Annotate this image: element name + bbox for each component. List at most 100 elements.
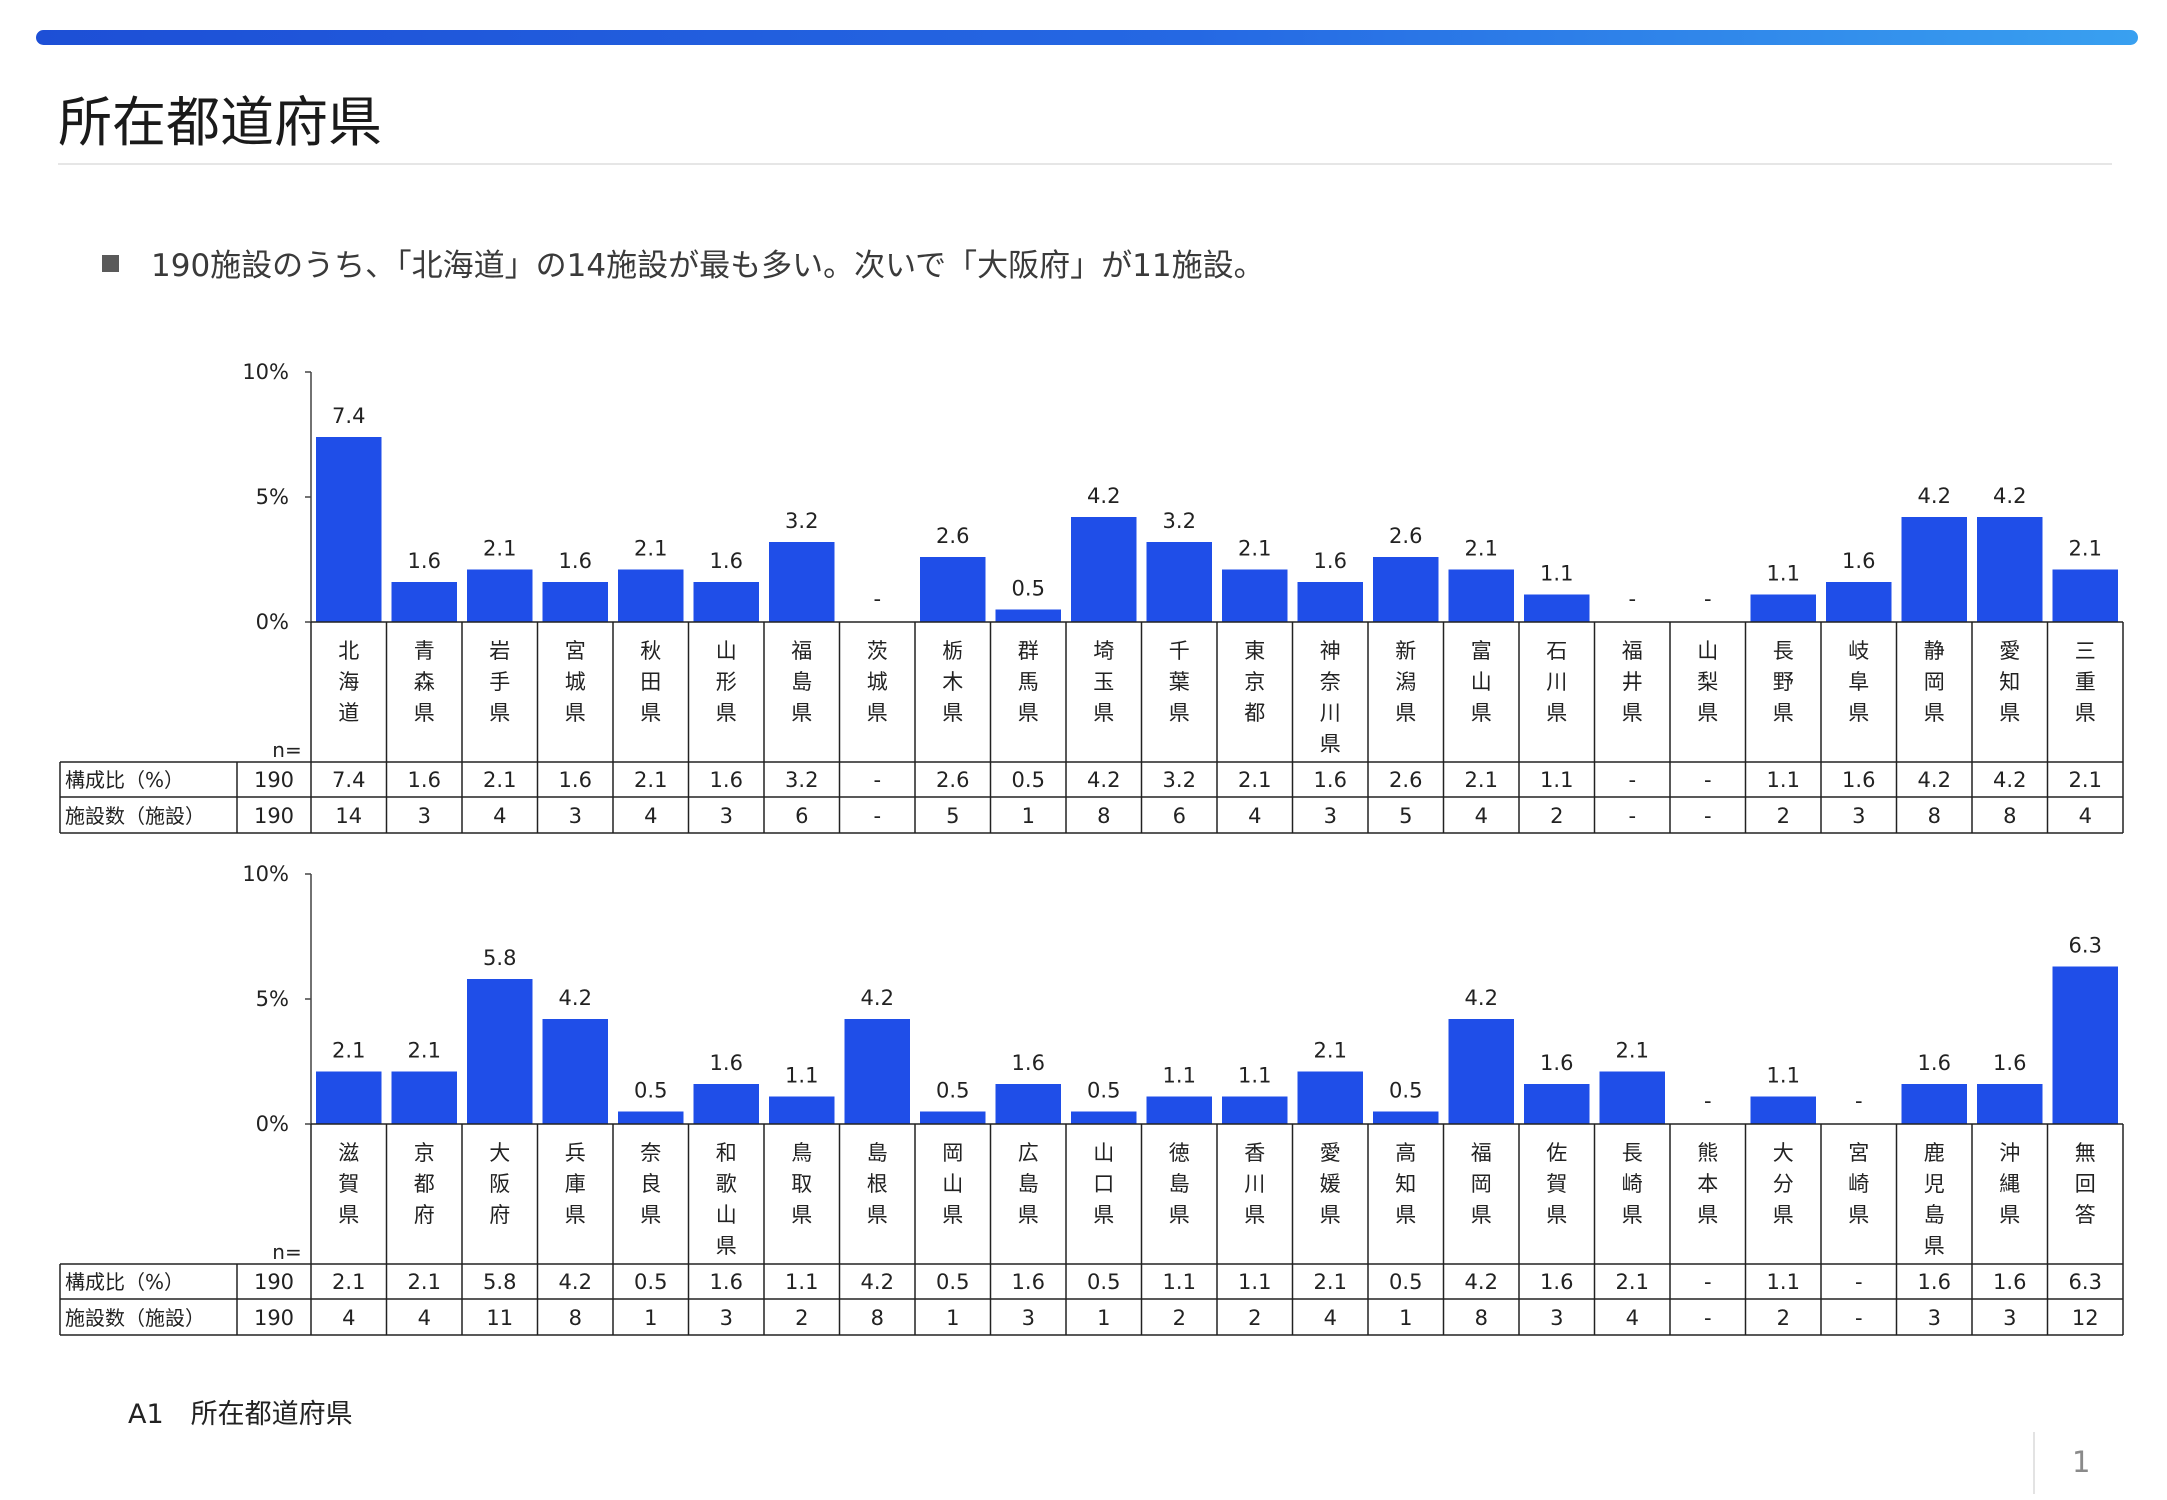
y-tick-label: 0% — [256, 610, 289, 634]
data-label: 0.5 — [634, 1079, 667, 1103]
table-cell-percent: 2.1 — [2069, 768, 2102, 792]
bar — [1901, 517, 1967, 622]
table-cell-count: 3 — [720, 804, 733, 828]
category-label: 山口県 — [1093, 1141, 1114, 1227]
data-label: 2.1 — [1238, 537, 1271, 561]
footer-caption: A1 所在都道府県 — [128, 1399, 353, 1430]
table-cell-count: 4 — [342, 1306, 355, 1330]
bar — [316, 437, 382, 622]
category-label: 茨城県 — [867, 639, 888, 725]
data-label: 0.5 — [1012, 577, 1045, 601]
data-label: 2.1 — [332, 1039, 365, 1063]
row-label-count: 施設数（施設） — [65, 1306, 205, 1330]
data-label: 0.5 — [1087, 1079, 1120, 1103]
y-tick-label: 0% — [256, 1112, 289, 1136]
bar — [1448, 1019, 1514, 1124]
category-label: 岩手県 — [489, 639, 510, 725]
bar — [693, 1084, 759, 1124]
table-cell-count: 4 — [644, 804, 657, 828]
data-label: 7.4 — [332, 404, 365, 428]
category-label: 兵庫県 — [565, 1141, 586, 1227]
data-label: - — [1704, 1089, 1712, 1113]
bar — [467, 569, 533, 622]
bar — [1297, 582, 1363, 622]
prefecture-chart-2: 0% 5% 10% 2.1 2.1 5.8 4.2 0.5 1.6 1.1 4.2 0.5 1.6 0.5… — [59, 862, 2124, 1336]
table-cell-percent: 0.5 — [936, 1270, 969, 1294]
category-label: 佐賀県 — [1546, 1141, 1567, 1227]
table-cell-count: 6 — [795, 804, 808, 828]
n-label: n= — [272, 738, 301, 762]
data-label: 4.2 — [1918, 484, 1951, 508]
table-cell-count: 5 — [946, 804, 959, 828]
category-label: 無回答 — [2075, 1141, 2096, 1227]
table-cell-count: - — [1628, 804, 1636, 828]
data-label: 2.1 — [483, 537, 516, 561]
table-cell-count: 8 — [1475, 1306, 1488, 1330]
bar — [1826, 582, 1892, 622]
table-cell-count: 8 — [2003, 804, 2016, 828]
table-cell-percent: 2.1 — [1465, 768, 1498, 792]
table-cell-percent: 1.6 — [1993, 1270, 2026, 1294]
data-label: 2.1 — [1314, 1039, 1347, 1063]
table-cell-count: - — [1704, 1306, 1712, 1330]
category-label: 青森県 — [414, 639, 435, 725]
bar — [769, 1096, 835, 1124]
data-label: 1.6 — [1918, 1051, 1951, 1075]
data-label: 2.1 — [2069, 537, 2102, 561]
table-cell-count: 12 — [2072, 1306, 2099, 1330]
bar — [920, 557, 986, 622]
bar — [1297, 1071, 1363, 1124]
table-cell-percent: 0.5 — [634, 1270, 667, 1294]
category-label: 群馬県 — [1018, 639, 1039, 725]
table-cell-count: 3 — [1022, 1306, 1035, 1330]
bar — [1146, 542, 1212, 622]
table-cell-count: 4 — [2079, 804, 2092, 828]
category-label: 滋賀県 — [338, 1141, 359, 1227]
table-cell-count: 1 — [1022, 804, 1035, 828]
row-label-count: 施設数（施設） — [65, 804, 205, 828]
table-cell-percent: 1.6 — [1314, 768, 1347, 792]
table-cell-percent: 0.5 — [1389, 1270, 1422, 1294]
table-cell-count: 1 — [946, 1306, 959, 1330]
data-label: 1.1 — [1163, 1064, 1196, 1088]
bar — [1750, 1096, 1816, 1124]
table-cell-percent: 4.2 — [1918, 768, 1951, 792]
bar — [391, 1071, 457, 1124]
table-cell-percent: 5.8 — [483, 1270, 516, 1294]
data-label: 2.1 — [1465, 537, 1498, 561]
table-cell-percent: 7.4 — [332, 768, 365, 792]
bar — [995, 1084, 1061, 1124]
bar — [693, 582, 759, 622]
data-label: 4.2 — [1993, 484, 2026, 508]
table-cell-percent: 1.6 — [1918, 1270, 1951, 1294]
data-label: 6.3 — [2069, 934, 2102, 958]
bar — [1977, 517, 2043, 622]
summary-text: 190施設のうち、「北海道」の14施設が最も多い。次いで「大阪府」が11施設。 — [151, 248, 1265, 284]
category-label: 鹿児島県 — [1924, 1141, 1945, 1258]
category-label: 愛知県 — [1999, 639, 2020, 725]
bar — [618, 569, 684, 622]
title-divider — [58, 163, 2112, 165]
bar — [542, 1019, 608, 1124]
data-label: 4.2 — [559, 986, 592, 1010]
table-cell-count: 4 — [1626, 1306, 1639, 1330]
table-cell-count: 8 — [1097, 804, 1110, 828]
table-cell-count: 14 — [335, 804, 362, 828]
data-label: 2.1 — [1616, 1039, 1649, 1063]
table-cell-count: 3 — [1550, 1306, 1563, 1330]
data-label: 0.5 — [936, 1079, 969, 1103]
data-label: 1.6 — [559, 549, 592, 573]
bar — [1146, 1096, 1212, 1124]
n-label: n= — [272, 1240, 301, 1264]
bar — [1373, 1111, 1439, 1124]
table-cell-percent: 1.1 — [1767, 1270, 1800, 1294]
table-cell-percent: 1.6 — [1540, 1270, 1573, 1294]
row-label-percent: 構成比（%） — [65, 1270, 184, 1294]
category-label: 長崎県 — [1622, 1141, 1643, 1227]
category-label: 奈良県 — [640, 1141, 661, 1227]
table-cell-percent: 1.1 — [1163, 1270, 1196, 1294]
category-label: 富山県 — [1471, 639, 1492, 725]
table-cell-percent: 1.6 — [710, 768, 743, 792]
category-label: 栃木県 — [942, 639, 963, 725]
table-cell-percent: 2.1 — [408, 1270, 441, 1294]
